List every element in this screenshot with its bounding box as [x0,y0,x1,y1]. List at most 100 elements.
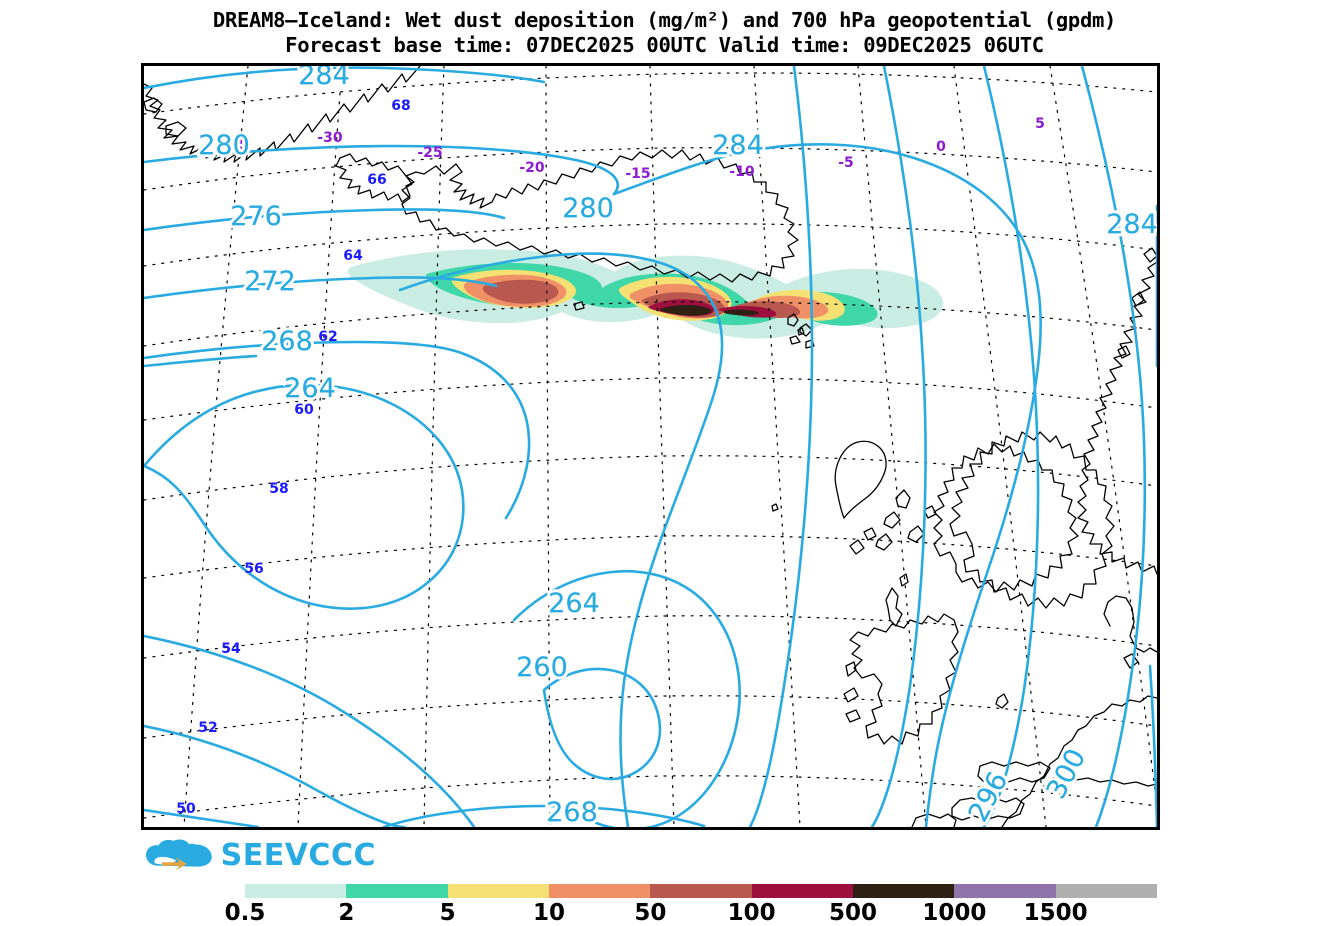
coastline-islet-a [771,503,779,512]
coastline-iceland-westfjords [335,153,415,203]
lat-label: 58 [269,481,288,497]
lon-label: -10 [729,164,755,180]
contour-272-lower [144,634,476,827]
lon-label-group: -35 -30 -25 -20 -15 -10 -5 0 5 [223,116,1045,182]
contour-280-iceland [398,252,724,827]
colorbar-tick-label: 5 [439,900,456,926]
lat-label: 64 [343,248,363,264]
coastline-isle-of-man [995,693,1009,709]
contour-276 [144,208,506,232]
colorbar-tick-label: 50 [634,900,667,926]
colorbar-segment [245,884,347,898]
coastline-scotland [933,443,1079,593]
contour-label: 272 [244,266,296,297]
contour-label: 280 [198,130,250,161]
colorbar-tick-label: 1500 [1023,900,1088,926]
coastline-greenland [144,66,421,163]
graticule-lon--20 [545,66,551,827]
geopotential-contours [144,66,1157,827]
contour-label: 300 [1041,744,1093,804]
lon-label: -5 [838,155,854,171]
contour-label: 280 [562,193,614,224]
coastline-faroe [787,313,815,349]
coastline-norway-islands [1117,247,1157,359]
colorbar-segment [1055,884,1157,898]
contour-264-upper [144,383,465,610]
seevccc-logo-text: SEEVCCC [220,838,376,873]
contour-label: 284 [1106,209,1157,240]
colorbar-segment [346,884,448,898]
coastline-shetland [885,573,909,627]
coastline-greenland-islet-1 [144,97,163,113]
colorbar-tick-label: 100 [727,900,776,926]
coastline-france-n [1043,775,1157,787]
contour-284-main [612,142,1042,827]
contour-272 [144,276,498,300]
colorbar-tick-label: 500 [828,900,878,926]
colorbar-segment [751,884,853,898]
lat-label: 54 [221,641,241,657]
colorbar-strip [245,884,1157,898]
forecast-time-subtitle: Forecast base time: 07DEC2025 00UTC Vali… [285,33,1044,57]
colorbar-tick-label: 10 [532,900,566,926]
map-svg: -35 -30 -25 -20 -15 -10 -5 0 5 68 66 64 … [144,66,1157,827]
contour-label-group: 284 284 280 280 284 284 280 280 [195,66,1157,827]
seevccc-logo: SEEVCCC [146,836,376,876]
coastline-france-brittany [951,797,1025,821]
lat-label: 60 [294,402,314,418]
contour-label: 260 [516,652,568,683]
lon-label: -15 [625,166,650,182]
lon-label: -25 [417,145,442,161]
lat-label: 50 [176,801,196,817]
contour-label: 260 [516,652,568,683]
page-title: DREAM8—Iceland: Wet dust deposition (mg/… [212,8,1117,32]
coastline-ireland-w [843,661,861,723]
graticule-lat-68 [144,72,1157,115]
contour-260-center [542,667,662,781]
colorbar-tick-label: 0.5 [224,900,266,926]
colorbar-labels: 0.5 2 5 10 50 100 500 1000 1500 [225,898,1157,926]
contour-label: 268 [261,326,313,357]
coastline-great-britain [949,431,1115,609]
dust-deposition-field [347,249,944,339]
map-panel: -35 -30 -25 -20 -15 -10 -5 0 5 68 66 64 … [141,63,1160,830]
graticule-lat-58 [144,455,1157,501]
contour-284-north [144,66,546,90]
contour-268-lower [382,804,706,827]
contour-label: 264 [284,373,336,404]
contour-304b [1148,664,1157,827]
graticule-lat-56 [144,535,1157,579]
chart-title-block: DREAM8—Iceland: Wet dust deposition (mg/… [0,8,1329,58]
graticule-lon--10 [753,66,801,827]
coastline-denmark [1103,595,1157,669]
contour-label: 264 [284,373,336,404]
contour-268-upper [144,340,531,520]
coastline-orkney [849,527,877,555]
graticule-lat-62 [144,301,1157,347]
contour-288 [748,66,814,827]
contour-264-center [512,570,741,827]
colorbar-segment [852,884,955,898]
contour-label: 284 [1106,209,1157,240]
contour-label: 280 [562,193,614,224]
coastline-gb-detailed [834,440,887,519]
coastline-greenland-islet-2 [165,121,187,137]
contour-label: 268 [261,326,313,357]
lon-label: -35 [223,137,248,153]
coastline-hebrides [875,489,937,551]
contour-300 [1080,66,1147,827]
contour-280-lower [144,808,260,827]
lon-label: 5 [1035,116,1045,132]
coastline-norway [1077,261,1157,575]
graticule-lat-64 [144,223,1157,267]
contour-label: 284 [298,66,350,91]
contour-292 [870,66,927,827]
graticule-lon--25 [423,66,445,827]
graticule-lon--15 [649,66,675,827]
contour-label: 264 [548,588,600,619]
lat-label: 62 [318,329,337,345]
lon-label: 0 [936,139,946,155]
coastline-vestmannaeyjar [573,301,585,311]
contour-296 [982,66,1040,827]
graticule-lon--35 [183,66,249,827]
